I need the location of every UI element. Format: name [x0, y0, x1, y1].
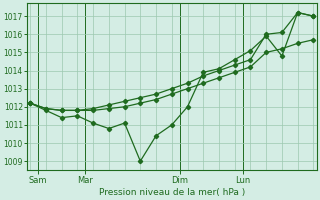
- X-axis label: Pression niveau de la mer( hPa ): Pression niveau de la mer( hPa ): [99, 188, 245, 197]
